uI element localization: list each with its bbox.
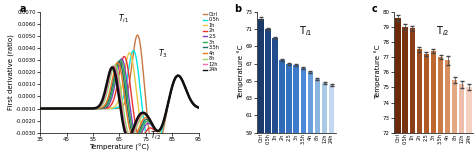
Y-axis label: First derivative (ratio): First derivative (ratio)	[8, 34, 14, 110]
Bar	[279, 60, 285, 133]
Y-axis label: Temperature °C: Temperature °C	[237, 45, 244, 99]
Bar	[322, 83, 327, 133]
Text: a: a	[20, 4, 26, 14]
Bar	[258, 19, 264, 133]
Bar	[424, 54, 429, 133]
Y-axis label: Temperature °C: Temperature °C	[374, 45, 381, 99]
Bar	[329, 85, 334, 133]
Text: c: c	[372, 4, 377, 14]
Bar	[395, 18, 401, 133]
Bar	[272, 38, 278, 133]
X-axis label: Temperature (°C): Temperature (°C)	[90, 143, 149, 151]
Bar	[466, 87, 472, 133]
Bar	[445, 60, 450, 133]
Bar	[286, 64, 292, 133]
Text: T$_{i2}$: T$_{i2}$	[436, 24, 450, 38]
Bar	[315, 79, 320, 133]
Legend: Ctrl, 0.5h, 1h, 2h, 2.5, 3h, 3.5h, 4h, 8h, 12h, 24h: Ctrl, 0.5h, 1h, 2h, 2.5, 3h, 3.5h, 4h, 8…	[202, 12, 220, 73]
Text: b: b	[235, 4, 242, 14]
Bar	[308, 72, 313, 133]
Bar	[417, 49, 422, 133]
Bar	[265, 29, 271, 133]
Bar	[438, 57, 443, 133]
Text: $T_3$: $T_3$	[158, 48, 167, 60]
Text: $T_{i2}$: $T_{i2}$	[150, 129, 161, 142]
Bar	[293, 65, 299, 133]
Text: $T_{i1}$: $T_{i1}$	[118, 12, 129, 25]
Bar	[402, 27, 408, 133]
Bar	[410, 28, 415, 133]
Bar	[459, 84, 465, 133]
Bar	[452, 80, 457, 133]
Bar	[431, 51, 436, 133]
Bar	[301, 68, 306, 133]
Text: T$_{i1}$: T$_{i1}$	[299, 24, 312, 38]
